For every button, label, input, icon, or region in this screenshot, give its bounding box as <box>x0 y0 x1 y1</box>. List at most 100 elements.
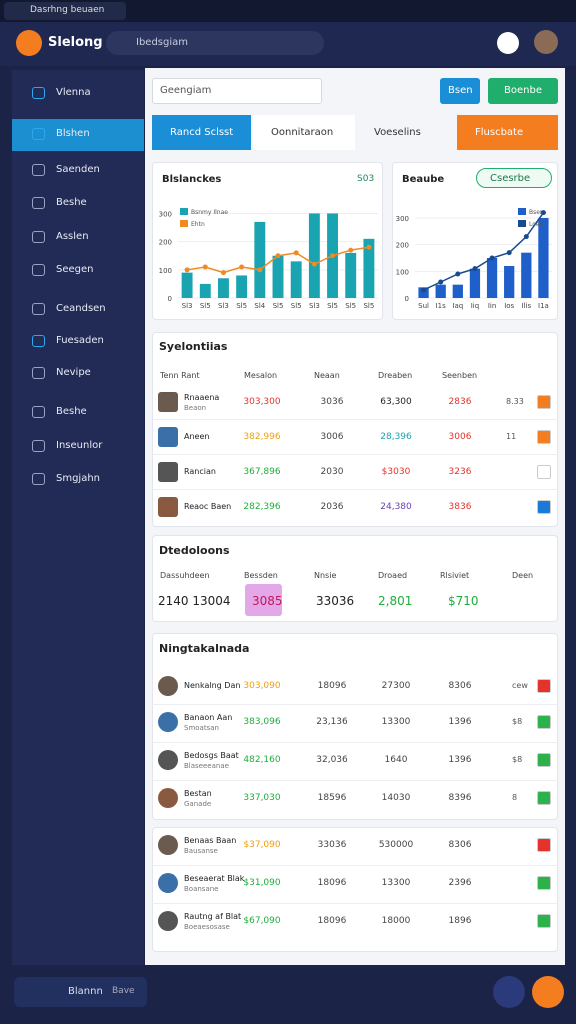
cell: 1640 <box>384 755 408 765</box>
action-button[interactable] <box>537 715 551 729</box>
cell-name: Beseaerat Blak <box>184 874 245 883</box>
action-button[interactable] <box>537 395 551 409</box>
cell-name: Bedosgs Baat <box>184 751 239 760</box>
select[interactable] <box>152 78 322 104</box>
nav-label[interactable]: Smgjahn <box>56 473 101 484</box>
footer-button[interactable] <box>14 977 147 1007</box>
cell: 13300 <box>381 878 411 888</box>
cell: 3236 <box>448 467 472 477</box>
cell: 482,160 <box>243 755 281 765</box>
table-title: Syelontiias <box>159 340 228 353</box>
header-cell: Mesalon <box>244 371 278 380</box>
avatar[interactable] <box>534 30 558 54</box>
nav-label[interactable]: Beshe <box>56 406 87 417</box>
tab-label: Voeselins <box>374 127 421 138</box>
cell: 3036 <box>320 397 344 407</box>
button[interactable] <box>488 78 558 104</box>
action-button[interactable] <box>537 679 551 693</box>
cell-extra: 11 <box>506 432 517 441</box>
nav-icon <box>32 87 45 99</box>
header-cell: Droaed <box>378 571 408 580</box>
sidebar <box>12 70 144 965</box>
tab[interactable] <box>457 115 558 150</box>
cell: 28,396 <box>380 432 412 442</box>
tab[interactable] <box>4 2 126 20</box>
avatar[interactable] <box>497 32 519 54</box>
nav-label[interactable]: Fuesaden <box>56 335 104 346</box>
cell: 14030 <box>381 793 411 803</box>
nav-icon <box>32 231 45 243</box>
nav-label[interactable]: Ceandsen <box>56 303 106 314</box>
action-button[interactable] <box>537 430 551 444</box>
nav-icon <box>32 264 45 276</box>
cell: 18000 <box>381 916 411 926</box>
cell: 303,090 <box>243 681 281 691</box>
cell-sub: Boeaesosase <box>184 923 230 931</box>
cell: 27300 <box>381 681 411 691</box>
action-button[interactable] <box>537 914 551 928</box>
nav-icon <box>32 335 45 347</box>
cell-name: Benaas Baan <box>184 836 237 845</box>
logo <box>16 30 42 56</box>
nav-label[interactable]: Asslen <box>56 231 89 242</box>
divider <box>152 903 558 904</box>
avatar <box>158 750 178 770</box>
avatar <box>158 676 178 696</box>
active-item[interactable] <box>12 119 144 151</box>
nav-label[interactable]: Vlenna <box>56 87 91 98</box>
summary-value: 3085 <box>252 594 283 608</box>
cell: 2030 <box>320 467 344 477</box>
summary-value: 33036 <box>316 594 355 608</box>
action-button[interactable] <box>537 876 551 890</box>
tab[interactable] <box>152 115 251 150</box>
cell-sub: Blaseeeanae <box>184 762 229 770</box>
table-title: Ningtakalnada <box>159 642 250 655</box>
header-cell: Tenn Rant <box>160 371 200 380</box>
nav-label[interactable]: Beshe <box>56 197 87 208</box>
cell: 1396 <box>448 755 472 765</box>
cell: 2836 <box>448 397 472 407</box>
cell-extra: $8 <box>512 755 523 764</box>
cell-extra: cew <box>512 681 528 690</box>
nav-label[interactable]: Inseunlor <box>56 440 103 451</box>
round-button[interactable] <box>532 976 564 1008</box>
cell: 18096 <box>317 878 347 888</box>
action-button[interactable] <box>537 791 551 805</box>
search-box[interactable] <box>106 31 324 55</box>
action-button[interactable] <box>537 838 551 852</box>
table-card <box>152 827 558 952</box>
cell: 3006 <box>320 432 344 442</box>
highlight <box>245 584 282 616</box>
divider <box>152 742 558 743</box>
cell: 3836 <box>448 502 472 512</box>
cell: 2396 <box>448 878 472 888</box>
nav-label[interactable]: Saenden <box>56 164 100 175</box>
avatar <box>158 427 178 447</box>
action-button[interactable] <box>537 500 551 514</box>
cell: 1396 <box>448 717 472 727</box>
avatar <box>158 835 178 855</box>
nav-label[interactable]: Blshen <box>56 128 90 139</box>
tab[interactable] <box>356 115 456 150</box>
cell: 282,396 <box>243 502 281 512</box>
action-button[interactable] <box>537 465 551 479</box>
nav-icon <box>32 406 45 418</box>
tab[interactable] <box>253 115 355 150</box>
cell-name: Rnaaena <box>184 393 220 402</box>
divider <box>152 419 558 420</box>
nav-label[interactable]: Nevipe <box>56 367 91 378</box>
cell-sub: Beaon <box>184 404 207 412</box>
round-button[interactable] <box>493 976 525 1008</box>
cell-name: Reaoc Baen <box>184 502 232 511</box>
header-cell: Deen <box>512 571 534 580</box>
button-text: Boenbe <box>504 85 542 96</box>
nav-icon <box>32 128 45 140</box>
avatar <box>158 873 178 893</box>
nav-icon <box>32 367 45 379</box>
cell: 8396 <box>448 793 472 803</box>
button[interactable] <box>440 78 480 104</box>
nav-label[interactable]: Seegen <box>56 264 94 275</box>
chart-button[interactable] <box>476 168 552 188</box>
nav-icon <box>32 303 45 315</box>
action-button[interactable] <box>537 753 551 767</box>
